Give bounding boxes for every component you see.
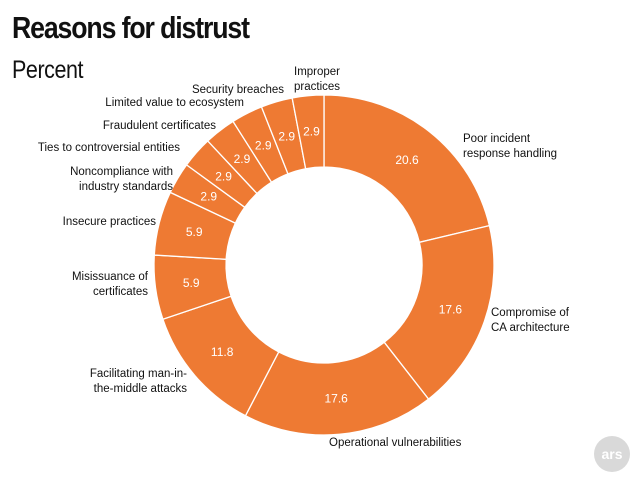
chart-subtitle: Percent [12,56,84,84]
slice-value-label: 5.9 [186,225,203,239]
slice-value-label: 2.9 [278,129,295,143]
slice-category-label: Security breaches [192,84,284,96]
chart-title: Reasons for distrust [12,10,250,45]
slice-value-label: 2.9 [234,152,251,166]
slice-value-label: 5.9 [183,276,200,290]
slice-category-label: Compromise of CA architecture [491,307,570,334]
donut-slice [291,94,325,170]
slice-category-label: Misissuance of certificates [72,271,149,298]
slice-category-label: Limited value to ecosystem [105,97,244,109]
brand-logo-text: ars [601,446,623,462]
brand-logo: ars [594,436,630,472]
slice-value-label: 17.6 [439,302,463,316]
slice-category-label: Operational vulnerabilities [329,437,462,449]
donut-slice [323,94,491,244]
slice-category-label: Improper practices [294,66,340,93]
slice-value-label: 2.9 [303,125,320,139]
slice-category-label: Insecure practices [63,216,157,228]
slice-category-label: Facilitating man-in-the-middle attacks [90,368,187,395]
slice-category-label: Poor incident response handling [463,133,557,160]
slice-category-label: Fraudulent certificates [103,120,216,132]
slice-value-label: 2.9 [255,139,272,153]
slice-value-label: 11.8 [211,345,234,359]
slice-category-label: Noncompliance with industry standards [70,166,173,193]
slice-value-label: 2.9 [200,190,217,204]
slice-value-label: 17.6 [324,391,348,405]
slice-value-label: 20.6 [395,153,419,167]
slice-value-label: 2.9 [215,169,232,183]
slice-category-label: Ties to controversial entities [38,142,180,154]
